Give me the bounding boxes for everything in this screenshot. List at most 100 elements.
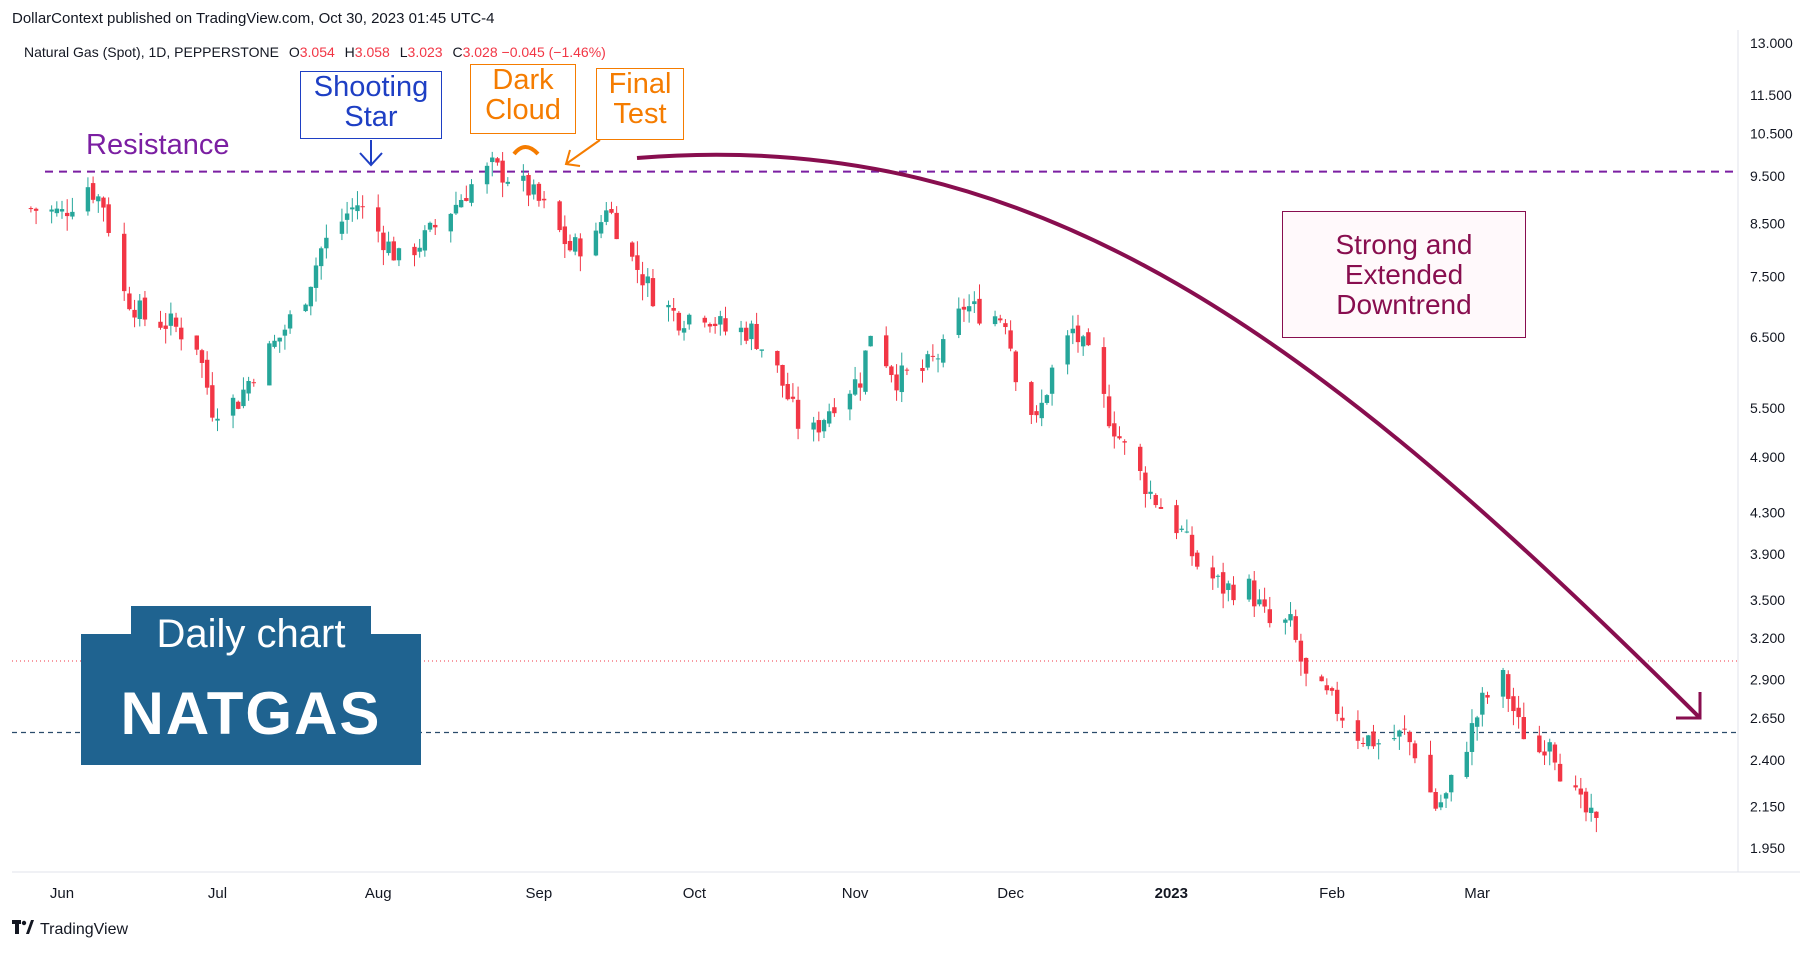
candle-up [738, 327, 744, 333]
candle-down [884, 335, 889, 367]
candle-up [1246, 578, 1252, 600]
candle-down [1106, 396, 1112, 427]
y-tick-label: 13.000 [1750, 35, 1793, 51]
candle-down [541, 198, 547, 201]
candle-up [1215, 575, 1221, 577]
candle-down [707, 324, 713, 327]
candle-down [1003, 323, 1008, 328]
candle-down [1117, 436, 1122, 439]
candle-down [1485, 695, 1490, 698]
candle-up [282, 329, 288, 336]
candle-down [671, 308, 676, 311]
candle-down [904, 369, 910, 371]
candle-down [1262, 599, 1267, 607]
candle-down [1433, 792, 1438, 809]
candle-down [1412, 743, 1418, 759]
candle-up [956, 308, 961, 335]
candle-down [1008, 330, 1013, 349]
candle-down [194, 335, 199, 350]
candle-down [1516, 707, 1521, 718]
candle-down [1594, 811, 1599, 818]
candle-down [391, 241, 396, 261]
tradingview-logo-text: TradingView [40, 920, 129, 938]
dark-cloud-box: Dark Cloud [470, 64, 576, 134]
candle-up [344, 213, 350, 220]
candle-up [54, 208, 60, 214]
candle-up [572, 237, 578, 252]
candle-up [267, 343, 272, 386]
y-tick-label: 1.950 [1750, 840, 1785, 856]
candle-down [1557, 763, 1563, 782]
candle-down [433, 224, 438, 228]
candle-up [324, 237, 329, 249]
candle-down [1407, 731, 1412, 743]
candle-down [578, 238, 583, 257]
candle-down [1158, 506, 1164, 509]
candle-up [484, 165, 490, 185]
x-tick-label: 2023 [1155, 885, 1188, 902]
candle-up [863, 350, 868, 392]
candle-down [1303, 657, 1309, 674]
y-tick-label: 5.500 [1750, 400, 1785, 416]
candle-up [1148, 491, 1153, 494]
x-tick-label: Oct [683, 885, 707, 902]
candle-down [28, 208, 34, 210]
candle-up [598, 222, 604, 234]
x-tick-label: Sep [526, 885, 553, 902]
candle-up [505, 181, 510, 184]
candle-down [1029, 382, 1034, 415]
candle-down [173, 317, 179, 327]
candle-up [168, 313, 174, 326]
candle-down [1371, 731, 1376, 747]
candle-down [1324, 685, 1330, 691]
candle-down [889, 366, 894, 376]
candle-down [33, 208, 39, 211]
y-tick-label: 2.150 [1750, 799, 1785, 815]
candle-up [422, 230, 428, 251]
candle-up [453, 204, 459, 214]
candle-down [1360, 742, 1366, 744]
x-axis-labels: Jun Jul Aug Sep Oct Nov Dec 2023 Feb Mar [50, 885, 1490, 902]
candle-up [847, 393, 853, 410]
tradingview-logo[interactable]: TradingView [12, 920, 128, 939]
candle-down [780, 364, 785, 386]
candle-up [303, 304, 308, 312]
candle-down [1153, 494, 1158, 506]
candle-down [360, 206, 365, 208]
candle-down [609, 209, 614, 213]
candle-down [132, 309, 137, 318]
candle-down [676, 312, 682, 331]
candle-up [1179, 528, 1184, 530]
y-tick-label: 9.500 [1750, 168, 1785, 184]
candle-up [811, 422, 816, 430]
candle-up [417, 247, 422, 252]
ohlc-c-label: C [452, 44, 463, 60]
candle-up [1283, 619, 1288, 623]
candle-down [1334, 689, 1340, 714]
candle-up [1469, 723, 1475, 752]
shooting-star-box: Shooting Star [300, 71, 442, 139]
downtrend-arrow [636, 152, 1702, 720]
candle-up [230, 397, 236, 416]
candle-down [1511, 696, 1516, 712]
candle-up [1065, 335, 1070, 365]
candle-down [702, 317, 707, 323]
candle-down [640, 274, 645, 286]
y-tick-label: 3.200 [1750, 630, 1785, 646]
y-axis-labels: 13.000 11.500 10.500 9.500 8.500 7.500 6.500 5.… [1750, 35, 1793, 856]
candle-up [1049, 367, 1055, 394]
candle-up [1376, 743, 1381, 745]
candle-down [204, 359, 210, 388]
y-tick-label: 8.500 [1750, 215, 1785, 231]
y-tick-label: 11.500 [1750, 87, 1792, 103]
candle-up [593, 230, 599, 256]
candle-up [1080, 336, 1086, 347]
candle-down [500, 160, 505, 183]
x-tick-label: Nov [842, 885, 869, 902]
candle-up [1257, 599, 1262, 605]
x-tick-label: Jul [208, 885, 227, 902]
candle-down [1143, 472, 1148, 495]
y-tick-label: 10.500 [1750, 126, 1793, 142]
natgas-badge: Daily chart NATGAS [81, 606, 421, 765]
